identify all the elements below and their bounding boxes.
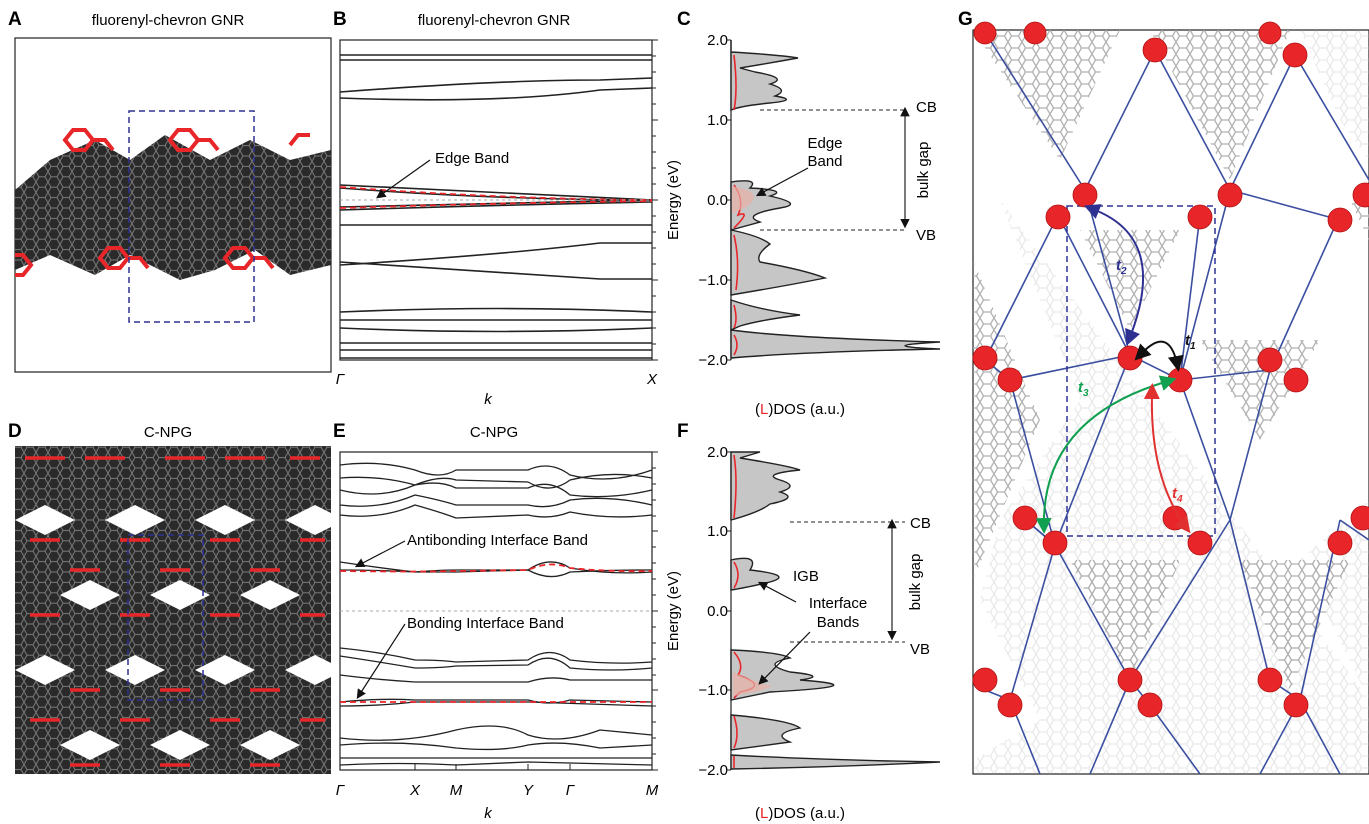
- panel-c-xlabel: (L)DOS (a.u.): [755, 401, 845, 418]
- panel-label-f: F: [677, 421, 689, 442]
- panel-c-ytick-2: 0.0: [707, 192, 728, 209]
- panel-f-if-2: Bands: [817, 614, 860, 631]
- panel-f-ytick-3: −1.0: [698, 682, 728, 699]
- edge-band-arrow: [376, 159, 431, 199]
- panel-c-dos-vb: [730, 229, 828, 296]
- panel-e-tick-1: X: [409, 782, 421, 799]
- panel-f-xlabel: (L)DOS (a.u.): [755, 805, 845, 822]
- panel-d: D C-NPG: [8, 421, 331, 774]
- panel-f-gap: bulk gap: [907, 554, 924, 611]
- panel-f-ytick-4: −2.0: [698, 762, 728, 779]
- panel-f-vb: VB: [910, 641, 930, 658]
- bonding-arrow: [356, 623, 406, 700]
- panel-e-tick-0: Γ: [336, 782, 346, 799]
- panel-b-xlabel: k: [484, 391, 493, 408]
- panel-f-ytick-1: 1.0: [707, 523, 728, 540]
- antibonding-arrow: [354, 540, 406, 568]
- panel-e-vticks: [414, 764, 571, 770]
- panel-f-ytick-0: 2.0: [707, 444, 728, 461]
- panel-c-gap: bulk gap: [915, 142, 932, 199]
- panel-b-tick-1: X: [646, 371, 658, 388]
- panel-b-bands: [339, 54, 653, 359]
- cnpg-structure: [15, 446, 331, 774]
- panel-b-tick-0: Γ: [336, 371, 346, 388]
- panel-c-ytick-4: −2.0: [698, 352, 728, 369]
- panel-e-title: C-NPG: [470, 424, 518, 441]
- panel-label-e: E: [333, 421, 346, 442]
- hop-t1-arrow: [1134, 340, 1184, 372]
- panel-e-rticks: [652, 451, 658, 771]
- panel-b-rticks: [652, 39, 658, 361]
- panel-label-g: G: [958, 9, 973, 30]
- gnr-structure: [15, 128, 331, 280]
- panel-e-tick-2: M: [450, 782, 463, 799]
- panel-label-b: B: [333, 9, 347, 30]
- panel-f-igb: IGB: [793, 568, 819, 585]
- panel-c-ldos: [733, 54, 745, 356]
- hop-t2-arrow: [1083, 204, 1145, 346]
- panel-c-edge-2: Band: [807, 153, 842, 170]
- label-t4: t4: [1172, 485, 1183, 505]
- panel-e-tick-3: Y: [523, 782, 534, 799]
- unit-cell-g: [1066, 205, 1216, 537]
- panel-f: F 2.0 1.0 0.0 −1.0 −2.0 Energy (eV) CB V…: [665, 421, 941, 822]
- panel-e-anti-label: Antibonding Interface Band: [407, 532, 588, 549]
- panel-c-ylabel: Energy (eV): [665, 160, 682, 240]
- panel-c-dos-cb: [730, 40, 799, 112]
- panel-c-ytick-3: −1.0: [698, 272, 728, 289]
- panel-f-dos-cb: [730, 451, 801, 521]
- panel-e-bands: [339, 462, 653, 766]
- panel-label-a: A: [8, 9, 22, 30]
- panel-g: G: [958, 9, 1369, 775]
- panel-e-tick-5: M: [646, 782, 659, 799]
- panel-c-dos-low1: [730, 299, 801, 332]
- panel-f-dos-low1: [730, 714, 802, 751]
- panel-label-d: D: [8, 421, 22, 442]
- panel-b-title: fluorenyl-chevron GNR: [418, 12, 571, 29]
- panel-c-edge-1: Edge: [807, 135, 842, 152]
- panel-c-ytick-1: 1.0: [707, 112, 728, 129]
- panel-f-if-1: Interface: [809, 595, 867, 612]
- panel-d-title: C-NPG: [144, 424, 192, 441]
- panel-label-c: C: [677, 9, 691, 30]
- label-t1: t1: [1185, 332, 1196, 352]
- panel-b-annotation: Edge Band: [435, 150, 509, 167]
- label-t2: t2: [1116, 257, 1127, 277]
- panel-f-ylabel: Energy (eV): [665, 571, 682, 651]
- panel-f-ytick-2: 0.0: [707, 603, 728, 620]
- panel-e-bond-label: Bonding Interface Band: [407, 615, 564, 632]
- panel-b: B fluorenyl-chevron GNR: [333, 9, 658, 408]
- unit-cell-a: [128, 110, 255, 323]
- panel-e: E C-NPG A: [333, 421, 659, 822]
- hop-t4-arrow: [1143, 383, 1191, 534]
- panel-e-tick-4: Γ: [566, 782, 576, 799]
- label-t3: t3: [1078, 379, 1089, 399]
- panel-c-cb: CB: [916, 99, 937, 116]
- panel-a-title: fluorenyl-chevron GNR: [92, 12, 245, 29]
- panel-a: A fluorenyl-chevron GNR: [8, 9, 332, 373]
- panel-c-ytick-0: 2.0: [707, 32, 728, 49]
- panel-e-xlabel: k: [484, 805, 493, 822]
- panel-e-antibonding: [339, 563, 653, 573]
- panel-f-cb: CB: [910, 515, 931, 532]
- panel-c: C 2.0 1.0 0.0 −1.0 −2.0 Energy (eV) CB V…: [665, 9, 941, 418]
- panel-f-dos-low2: [730, 754, 941, 770]
- panel-c-vb: VB: [916, 227, 936, 244]
- hop-t3-arrow: [1035, 375, 1177, 534]
- panel-c-dos-low2: [730, 329, 941, 359]
